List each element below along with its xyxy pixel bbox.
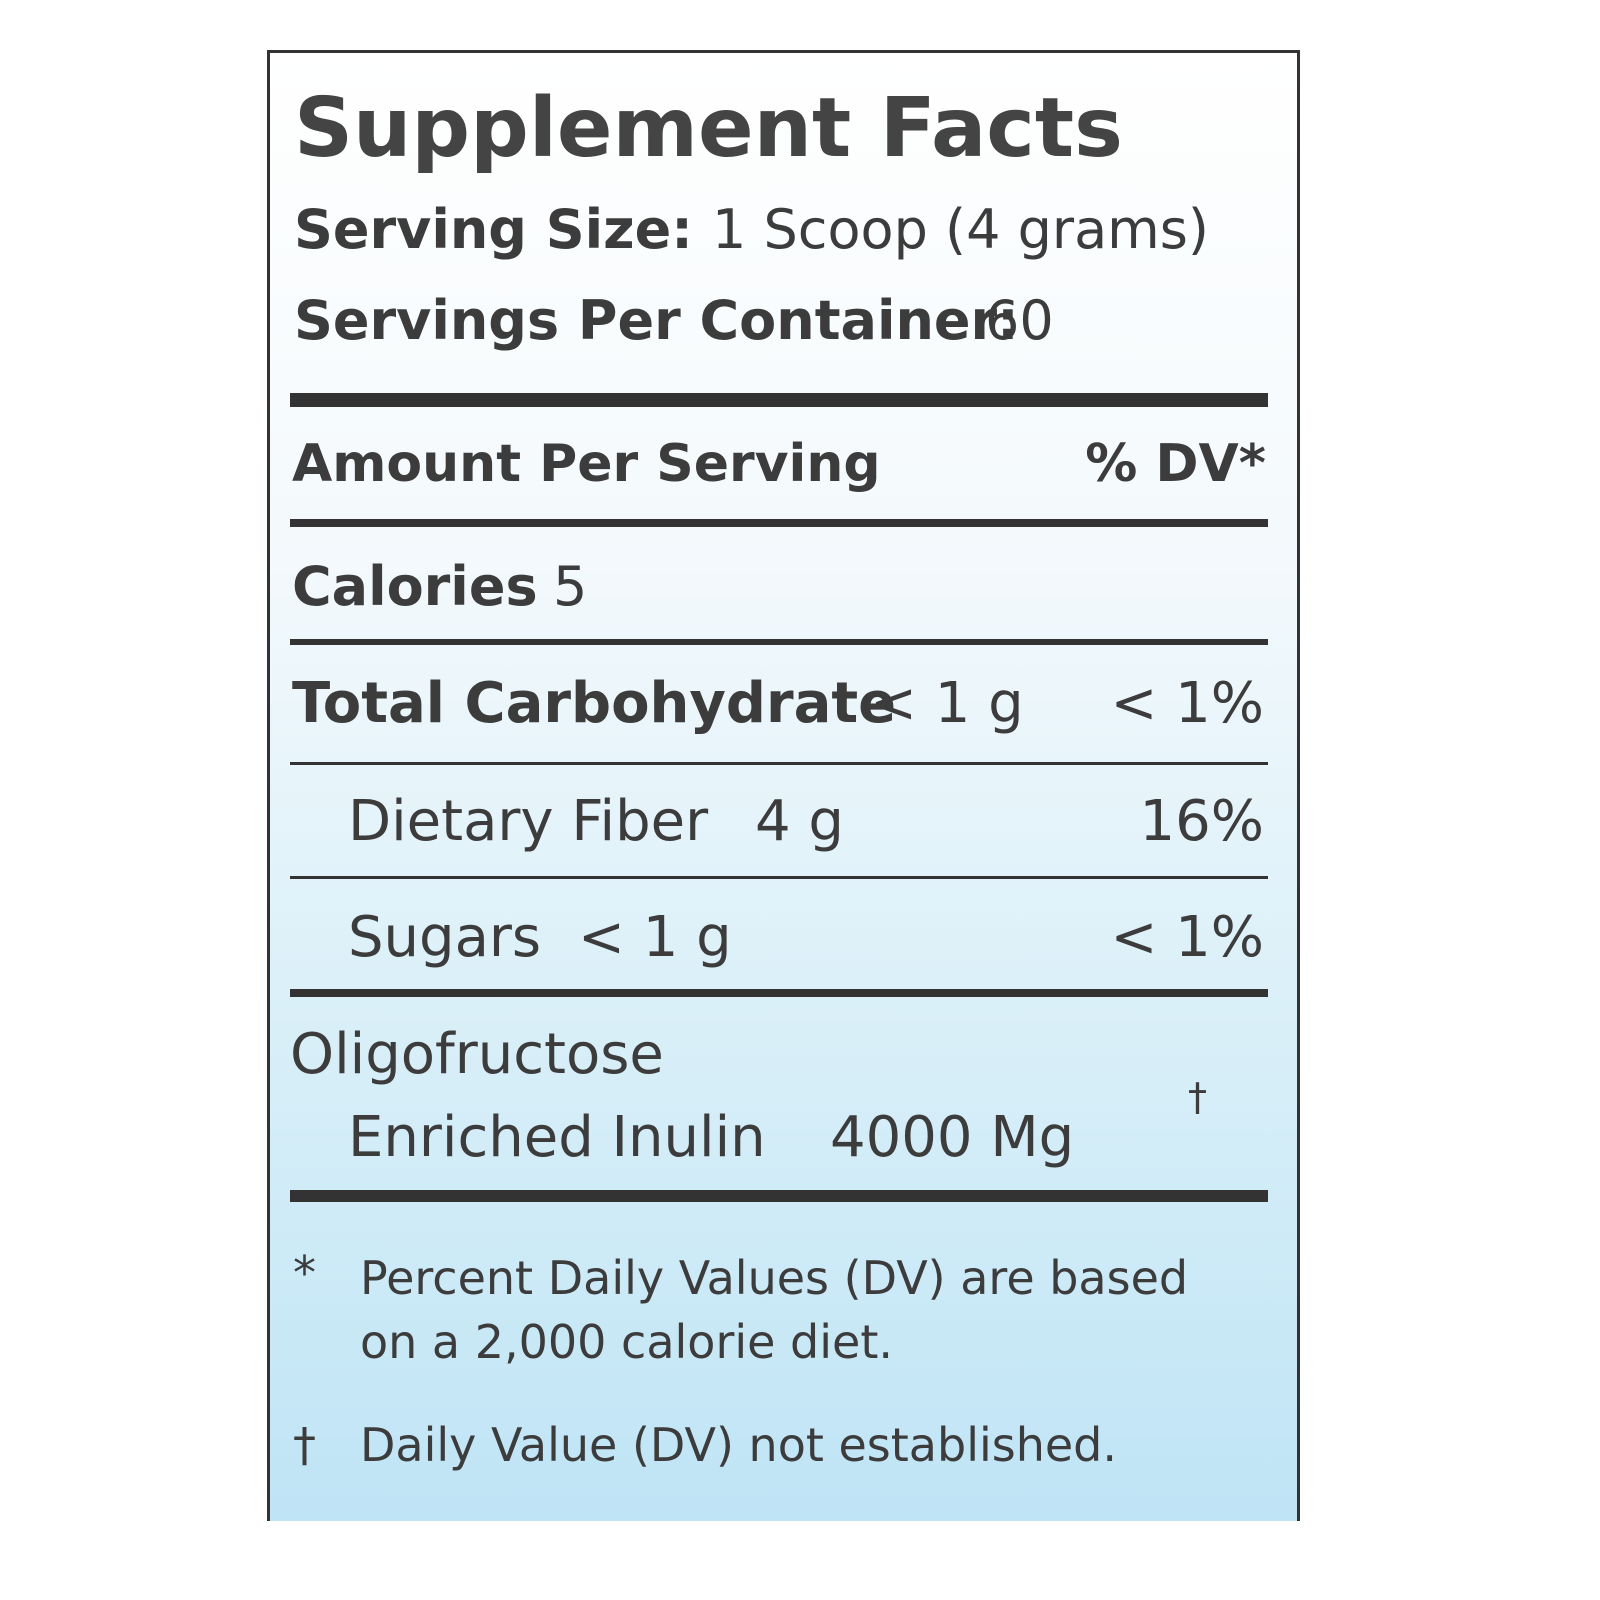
amount-header: Amount Per Serving <box>292 434 881 494</box>
nutrient-name: Dietary Fiber <box>348 789 709 854</box>
rule <box>290 639 1268 645</box>
calories-label: Calories <box>292 555 538 618</box>
footnote-text: Percent Daily Values (DV) are based on a… <box>360 1251 1189 1369</box>
rule <box>290 989 1268 997</box>
label-panel <box>267 50 1300 1521</box>
nutrient-amount: < 1 g <box>578 905 732 970</box>
servings-per-container-label: Servings Per Container: <box>294 289 1019 352</box>
nutrient-dv: < 1% <box>1110 671 1264 736</box>
blend-dv: † <box>1188 1075 1207 1119</box>
footnote-text: Daily Value (DV) not established. <box>360 1418 1118 1472</box>
nutrient-name: Total Carbohydrate <box>292 671 897 736</box>
nutrient-dv: 16% <box>1139 789 1264 854</box>
calories-value: 5 <box>553 555 588 618</box>
nutrient-dv: < 1% <box>1110 905 1264 970</box>
serving-size-label: Serving Size: <box>294 198 693 261</box>
footnote-symbol: † <box>293 1418 316 1472</box>
title: Supplement Facts <box>294 81 1123 176</box>
blend-name-line2: Enriched Inulin <box>348 1105 766 1170</box>
dv-header: % DV* <box>1085 434 1266 494</box>
footnote-symbol: * <box>293 1246 316 1300</box>
serving-size-value: 1 Scoop (4 grams) <box>712 198 1209 261</box>
nutrient-name: Sugars <box>348 905 542 970</box>
servings-per-container-value: 60 <box>985 289 1054 352</box>
blend-amount: 4000 Mg <box>830 1105 1075 1170</box>
rule <box>290 393 1268 407</box>
rule <box>290 762 1268 765</box>
rule <box>290 876 1268 879</box>
rule <box>290 519 1268 527</box>
nutrient-amount: < 1 g <box>870 671 1024 736</box>
nutrient-amount: 4 g <box>755 789 844 854</box>
rule <box>290 1190 1268 1202</box>
blend-name-line1: Oligofructose <box>290 1022 664 1087</box>
